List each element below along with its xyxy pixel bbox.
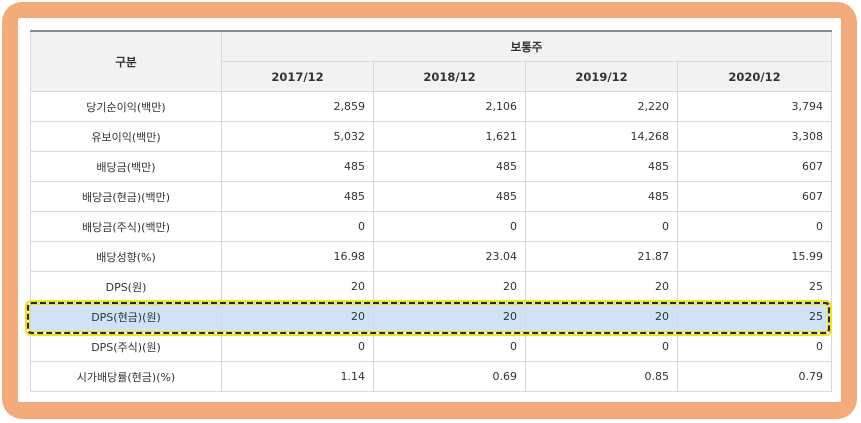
row-label: 유보이익(백만) (30, 121, 222, 152)
row-label: 배당금(백만) (30, 151, 222, 182)
row-label: DPS(주식)(원) (30, 331, 222, 362)
table-cell: 5,032 (221, 121, 374, 152)
row-label: 배당금(주식)(백만) (30, 211, 222, 242)
table-row: 당기순이익(백만) 2,859 2,106 2,220 3,794 (30, 91, 832, 122)
table-cell: 0 (221, 331, 374, 362)
table-cell: 20 (221, 271, 374, 302)
table-cell: 15.99 (677, 241, 832, 272)
orange-frame: 구분 보통주 2017/12 2018/12 2019/12 2020/12 당… (2, 2, 857, 419)
table-cell: 0 (221, 211, 374, 242)
table-row: 유보이익(백만) 5,032 1,621 14,268 3,308 (30, 121, 832, 152)
table-row: 배당금(주식)(백만) 0 0 0 0 (30, 211, 832, 242)
table-cell: 607 (677, 151, 832, 182)
table-cell: 20 (525, 301, 678, 332)
table-row: 배당금(현금)(백만) 485 485 485 607 (30, 181, 832, 212)
table-cell: 0.69 (373, 361, 526, 392)
table-cell: 3,308 (677, 121, 832, 152)
table-row: 시가배당률(현금)(%) 1.14 0.69 0.85 0.79 (30, 361, 832, 392)
table-cell: 0 (677, 331, 832, 362)
table-row: DPS(원) 20 20 20 25 (30, 271, 832, 302)
table-cell: 20 (525, 271, 678, 302)
table-cell: 0 (373, 211, 526, 242)
table-cell: 607 (677, 181, 832, 212)
table-cell: 23.04 (373, 241, 526, 272)
year-header: 2018/12 (373, 61, 526, 92)
group-header: 보통주 (221, 30, 832, 62)
table-cell: 485 (373, 181, 526, 212)
dividend-table: 구분 보통주 2017/12 2018/12 2019/12 2020/12 당… (30, 30, 832, 392)
table-cell: 20 (373, 301, 526, 332)
header-row-group: 구분 보통주 (30, 30, 832, 92)
row-label: 배당금(현금)(백만) (30, 181, 222, 212)
table-row: DPS(현금)(원) 20 20 20 25 (30, 301, 832, 332)
table-cell: 485 (221, 151, 374, 182)
table-cell: 0 (525, 331, 678, 362)
table-cell: 25 (677, 301, 832, 332)
table-cell: 0 (677, 211, 832, 242)
table-cell: 485 (525, 181, 678, 212)
table-cell: 21.87 (525, 241, 678, 272)
table-cell: 14,268 (525, 121, 678, 152)
row-label: 시가배당률(현금)(%) (30, 361, 222, 392)
table-panel: 구분 보통주 2017/12 2018/12 2019/12 2020/12 당… (18, 18, 841, 402)
table-cell: 3,794 (677, 91, 832, 122)
table-cell: 485 (525, 151, 678, 182)
table-cell: 20 (221, 301, 374, 332)
table-cell: 2,859 (221, 91, 374, 122)
table-cell: 0 (373, 331, 526, 362)
table-cell: 16.98 (221, 241, 374, 272)
row-label: DPS(원) (30, 271, 222, 302)
year-header: 2017/12 (221, 61, 374, 92)
table-cell: 25 (677, 271, 832, 302)
table-cell: 2,220 (525, 91, 678, 122)
table-cell: 485 (221, 181, 374, 212)
year-header: 2020/12 (677, 61, 832, 92)
table-cell: 0.85 (525, 361, 678, 392)
table-row: 배당금(백만) 485 485 485 607 (30, 151, 832, 182)
table-cell: 485 (373, 151, 526, 182)
row-label: DPS(현금)(원) (30, 301, 222, 332)
table-cell: 1,621 (373, 121, 526, 152)
year-header: 2019/12 (525, 61, 678, 92)
table-body: 당기순이익(백만) 2,859 2,106 2,220 3,794 유보이익(백만) 5,0… (30, 91, 832, 392)
table-cell: 2,106 (373, 91, 526, 122)
table-row: 배당성향(%) 16.98 23.04 21.87 15.99 (30, 241, 832, 272)
table-cell: 1.14 (221, 361, 374, 392)
category-header: 구분 (30, 30, 222, 92)
header-row-years: 2017/12 2018/12 2019/12 2020/12 (31, 61, 832, 92)
table-cell: 20 (373, 271, 526, 302)
row-label: 배당성향(%) (30, 241, 222, 272)
table-cell: 0 (525, 211, 678, 242)
row-label: 당기순이익(백만) (30, 91, 222, 122)
table-cell: 0.79 (677, 361, 832, 392)
table-row: DPS(주식)(원) 0 0 0 0 (30, 331, 832, 362)
